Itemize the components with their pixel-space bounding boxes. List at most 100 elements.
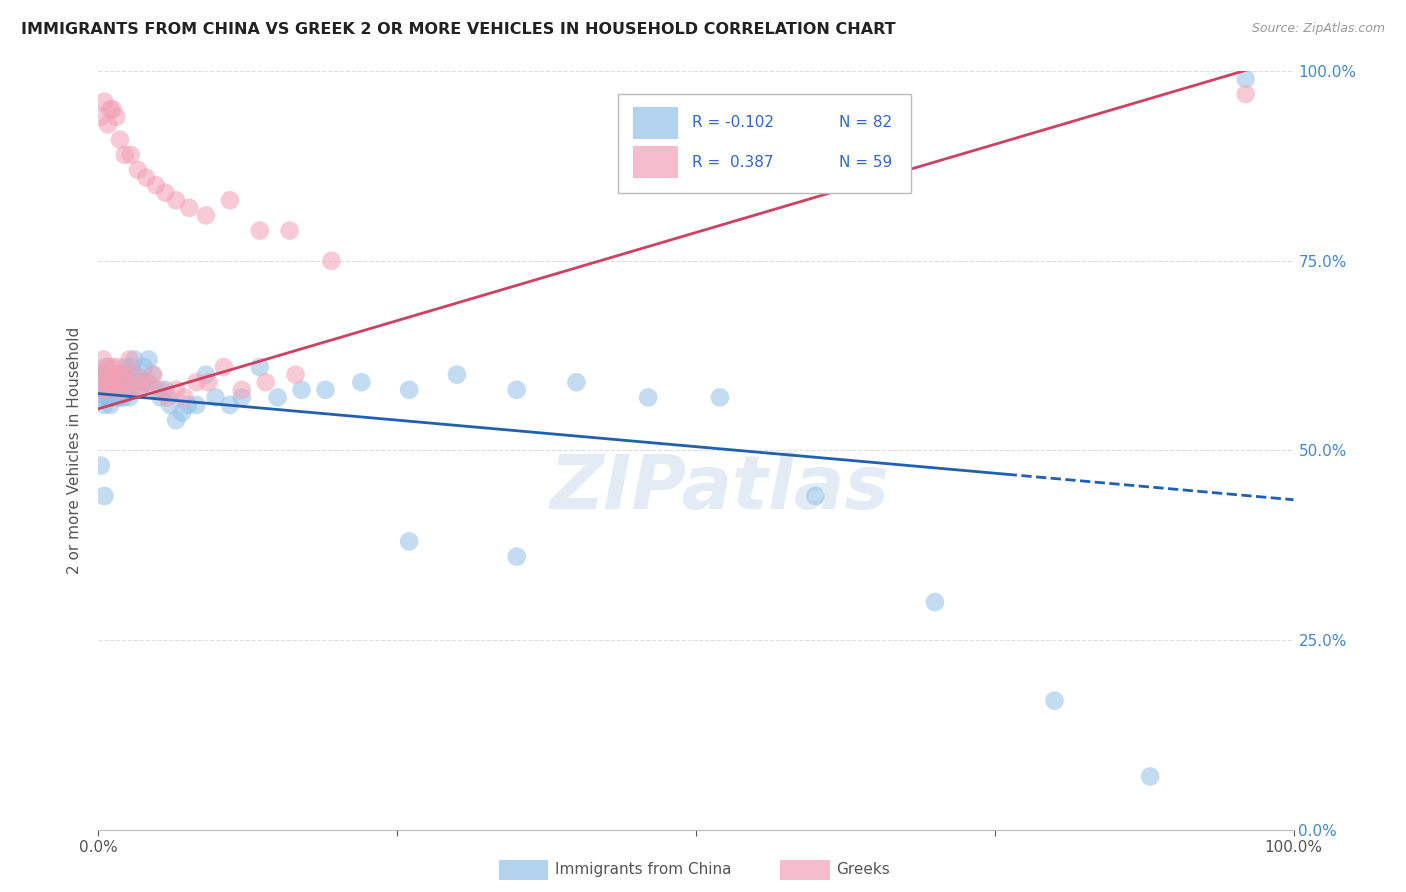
Point <box>179 201 201 215</box>
Point <box>93 368 115 382</box>
Point <box>186 398 208 412</box>
Point <box>1139 769 1161 784</box>
Text: Immigrants from China: Immigrants from China <box>555 863 733 877</box>
Point <box>98 368 122 382</box>
Point <box>107 376 129 390</box>
Point <box>219 398 242 412</box>
Text: R = -0.102: R = -0.102 <box>692 115 775 130</box>
Point <box>93 95 115 109</box>
Point <box>124 352 146 367</box>
Point <box>90 391 112 405</box>
Point <box>155 383 177 397</box>
Point <box>149 383 172 397</box>
Point <box>93 398 115 412</box>
Point <box>142 368 165 382</box>
Point <box>94 383 117 397</box>
Point <box>96 383 118 397</box>
Point <box>249 359 271 375</box>
Point <box>107 368 129 382</box>
Point <box>91 383 114 397</box>
Point <box>135 376 157 390</box>
Point <box>105 391 128 405</box>
Point <box>105 383 128 397</box>
Point <box>100 376 122 390</box>
Point <box>128 383 150 397</box>
Point <box>165 194 187 208</box>
Point <box>398 534 420 549</box>
Point <box>96 391 118 405</box>
Point <box>105 110 128 124</box>
Point <box>195 209 218 223</box>
Point <box>1234 72 1257 87</box>
Point <box>93 376 115 390</box>
Text: N = 82: N = 82 <box>839 115 893 130</box>
Point <box>94 359 117 375</box>
Point <box>90 368 112 382</box>
Point <box>118 391 141 405</box>
Point <box>98 383 122 397</box>
Point <box>98 398 122 412</box>
Point <box>249 223 271 237</box>
Point <box>315 383 337 397</box>
Point <box>231 383 253 397</box>
Point <box>149 391 172 405</box>
Point <box>135 170 157 185</box>
Text: N = 59: N = 59 <box>839 155 893 169</box>
Point <box>114 148 136 162</box>
Point <box>97 117 120 131</box>
Point <box>90 110 112 124</box>
Point <box>145 383 167 397</box>
Point <box>350 376 373 390</box>
Point <box>108 376 131 390</box>
Point <box>125 368 148 382</box>
Point <box>506 383 529 397</box>
Point <box>398 383 420 397</box>
Point <box>97 359 120 375</box>
Point <box>100 376 122 390</box>
Text: IMMIGRANTS FROM CHINA VS GREEK 2 OR MORE VEHICLES IN HOUSEHOLD CORRELATION CHART: IMMIGRANTS FROM CHINA VS GREEK 2 OR MORE… <box>21 22 896 37</box>
Point <box>108 391 131 405</box>
Point <box>103 376 125 390</box>
Point <box>173 391 195 405</box>
Point <box>254 376 277 390</box>
Point <box>115 383 138 397</box>
Point <box>709 391 731 405</box>
Point <box>120 148 142 162</box>
Point <box>98 103 122 117</box>
Point <box>107 359 129 375</box>
Point <box>103 376 125 390</box>
Bar <box>633 146 678 178</box>
Text: Source: ZipAtlas.com: Source: ZipAtlas.com <box>1251 22 1385 36</box>
Point <box>112 391 135 405</box>
Point <box>101 103 124 117</box>
Point <box>97 383 120 397</box>
Point <box>127 163 149 178</box>
Point <box>101 359 124 375</box>
Point <box>115 359 138 375</box>
Point <box>155 186 177 200</box>
Point <box>111 368 134 382</box>
Point <box>138 352 160 367</box>
Point <box>107 368 129 382</box>
Point <box>90 458 112 473</box>
Point <box>145 178 167 193</box>
Point <box>165 413 187 427</box>
Point <box>219 194 242 208</box>
Point <box>804 489 827 503</box>
Point <box>117 368 139 382</box>
Point <box>98 368 122 382</box>
Point <box>101 368 124 382</box>
Point <box>93 489 115 503</box>
Point <box>267 391 290 405</box>
Point <box>104 383 127 397</box>
Point <box>138 376 160 390</box>
Point <box>98 391 121 405</box>
Point <box>131 376 153 390</box>
Point <box>111 383 134 397</box>
Point <box>118 352 141 367</box>
Text: R =  0.387: R = 0.387 <box>692 155 773 169</box>
Point <box>128 383 150 397</box>
Point <box>132 376 155 390</box>
Point <box>186 376 208 390</box>
Point <box>291 383 314 397</box>
